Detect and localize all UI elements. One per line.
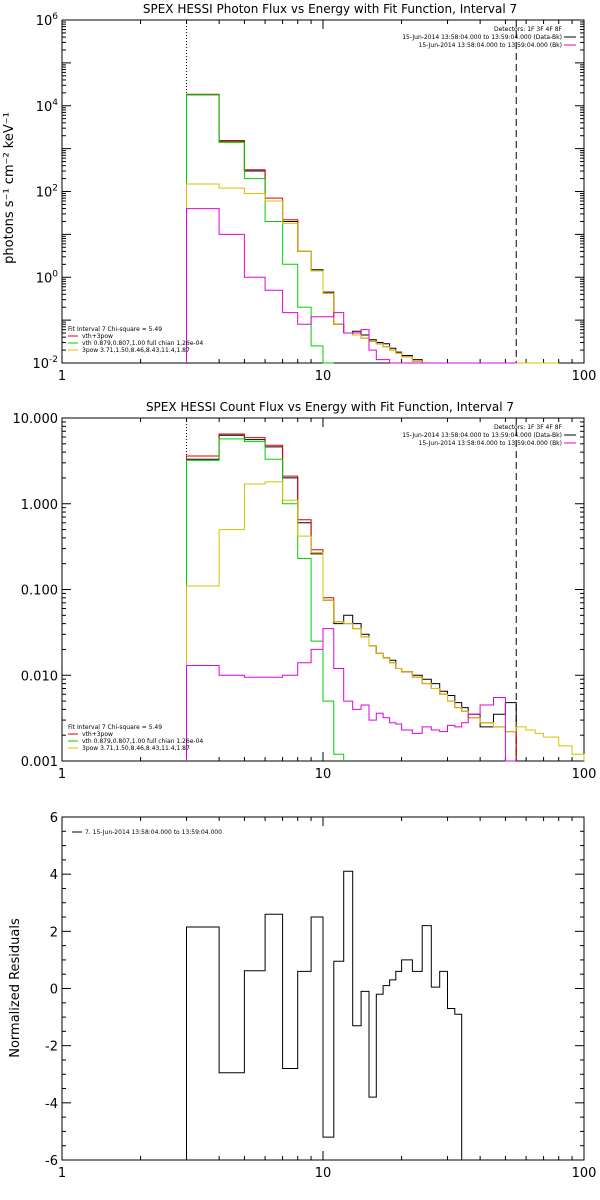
residuals-legend: 7. 15-Jun-2014 13:58:04.000 to 13:59:04.… bbox=[72, 829, 222, 836]
x-tick-label: 100 bbox=[572, 767, 597, 782]
y-tick-base: 10 bbox=[36, 186, 53, 201]
y-tick-label: 0 bbox=[50, 983, 58, 998]
y-tick-base: 1.000 bbox=[21, 498, 58, 513]
legend-entry: 15-Jun-2014 13:58:04.000 to 13:59:04.000… bbox=[419, 42, 562, 49]
y-tick-label: 0.010 bbox=[21, 669, 58, 684]
y-tick-base: 0.100 bbox=[21, 584, 58, 599]
y-tick-base: 2 bbox=[50, 925, 58, 940]
series-line-vth bbox=[186, 438, 345, 761]
residuals-x-ticks: 1 10 100 bbox=[58, 817, 597, 1181]
series-line-bk bbox=[186, 208, 517, 364]
photon-plot-frame bbox=[61, 19, 585, 364]
series-line-3pow bbox=[186, 481, 585, 761]
y-tick-label: 0.001 bbox=[21, 755, 58, 770]
y-tick-base: 0 bbox=[50, 983, 58, 998]
y-tick-label: -2 bbox=[45, 1040, 58, 1055]
y-tick-label: 1.000 bbox=[21, 498, 58, 513]
fit-info-header: Fit Interval 7 Chi-square = 5.49 bbox=[68, 326, 162, 333]
y-tick-exponent: 6 bbox=[52, 12, 58, 22]
x-tick-label: 1 bbox=[58, 369, 66, 384]
photon-y-axis-label: photons s⁻¹ cm⁻² keV⁻¹ bbox=[2, 112, 17, 264]
legend-entry: 15-Jun-2014 13:58:04.000 to 13:59:04.000… bbox=[419, 440, 562, 447]
y-tick-base: -4 bbox=[45, 1097, 58, 1112]
series-line-data-bk bbox=[186, 94, 517, 364]
y-tick-base: 10 bbox=[32, 357, 49, 372]
y-tick-label: 10-2 bbox=[32, 355, 58, 372]
x-tick-label: 1 bbox=[58, 1166, 66, 1181]
fit-entry: vth 0.879,0.807,1.00 full chian 1.26e-04 bbox=[82, 340, 203, 347]
x-tick-label: 10 bbox=[315, 369, 332, 384]
legend-detectors: Detectors: 1F 3F 4F 8F bbox=[494, 424, 563, 431]
legend-entry: 7. 15-Jun-2014 13:58:04.000 to 13:59:04.… bbox=[85, 829, 222, 836]
y-tick-exponent: 4 bbox=[52, 98, 58, 108]
photon-fit-info: Fit Interval 7 Chi-square = 5.49vth+3pow… bbox=[68, 326, 203, 354]
y-tick-label: 100 bbox=[36, 269, 59, 286]
x-tick-label: 10 bbox=[315, 767, 332, 782]
y-tick-exponent: 0 bbox=[52, 269, 58, 279]
photon-flux-title: SPEX HESSI Photon Flux vs Energy with Fi… bbox=[143, 2, 517, 16]
fit-entry: 3pow 3.71,1.50,8.46,8.43,11.4,1.87 bbox=[82, 745, 190, 752]
y-tick-base: -6 bbox=[45, 1154, 58, 1169]
count-flux-title: SPEX HESSI Count Flux vs Energy with Fit… bbox=[146, 400, 514, 414]
y-tick-label: 6 bbox=[50, 811, 58, 826]
residuals-series bbox=[186, 870, 463, 1160]
count-series bbox=[186, 418, 585, 762]
photon-flux-panel: SPEX HESSI Photon Flux vs Energy with Fi… bbox=[2, 2, 596, 384]
series-line-bk bbox=[186, 628, 517, 762]
y-tick-base: 6 bbox=[50, 811, 58, 826]
series-line-vth-3pow bbox=[186, 433, 517, 761]
y-tick-label: 4 bbox=[50, 868, 58, 883]
fit-info-header: Fit Interval 7 Chi-square = 5.49 bbox=[68, 724, 162, 731]
y-tick-base: 10 bbox=[36, 271, 53, 286]
count-x-ticks: 1 10 100 bbox=[58, 418, 597, 782]
residuals-panel: Normalized Residuals -6 -4 -2 0 2 4 6 1 10 100 7… bbox=[8, 811, 596, 1181]
series-line-vth bbox=[186, 94, 334, 364]
y-tick-base: 10 bbox=[36, 14, 53, 29]
count-y-ticks: 0.001 0.010 0.100 1.000 10.000 bbox=[13, 412, 584, 770]
photon-series bbox=[186, 20, 559, 364]
fit-entry: vth+3pow bbox=[82, 731, 113, 738]
series-line-residuals bbox=[186, 870, 463, 1160]
y-tick-label: 106 bbox=[36, 12, 59, 29]
count-fit-info: Fit Interval 7 Chi-square = 5.49vth+3pow… bbox=[68, 724, 203, 752]
y-tick-base: 0.010 bbox=[21, 669, 58, 684]
y-tick-label: 104 bbox=[36, 98, 59, 115]
fit-entry: vth+3pow bbox=[82, 333, 113, 340]
legend-entry: 15-Jun-2014 13:58:04.000 to 13:59:04.000… bbox=[402, 34, 562, 41]
y-tick-label: 0.100 bbox=[21, 584, 58, 599]
series-line-vth-3pow bbox=[186, 93, 517, 364]
series-line-data-bk bbox=[186, 434, 517, 761]
y-tick-label: -4 bbox=[45, 1097, 58, 1112]
x-tick-label: 1 bbox=[58, 767, 66, 782]
fit-entry: vth 0.879,0.807,1.00 full chian 1.26e-04 bbox=[82, 738, 203, 745]
residuals-y-ticks: -6 -4 -2 0 2 4 6 bbox=[45, 811, 584, 1169]
y-tick-exponent: -2 bbox=[49, 355, 58, 365]
y-tick-exponent: 2 bbox=[52, 184, 58, 194]
y-tick-base: -2 bbox=[45, 1040, 58, 1055]
count-flux-panel: SPEX HESSI Count Flux vs Energy with Fit… bbox=[13, 400, 597, 782]
x-tick-label: 100 bbox=[572, 1166, 597, 1181]
legend-entry: 15-Jun-2014 13:58:04.000 to 13:59:04.000… bbox=[402, 432, 562, 439]
residuals-y-axis-label: Normalized Residuals bbox=[8, 918, 23, 1058]
y-tick-label: 10.000 bbox=[13, 412, 59, 427]
y-tick-base: 10 bbox=[36, 100, 53, 115]
y-tick-label: 2 bbox=[50, 925, 58, 940]
y-tick-label: 102 bbox=[36, 184, 58, 201]
y-tick-label: -6 bbox=[45, 1154, 58, 1169]
fit-entry: 3pow 3.71,1.50,8.46,8.43,11.4,1.87 bbox=[82, 347, 190, 354]
legend-detectors: Detectors: 1F 3F 4F 8F bbox=[494, 26, 563, 33]
x-tick-label: 100 bbox=[572, 369, 597, 384]
series-line-3pow bbox=[186, 183, 559, 364]
y-tick-base: 4 bbox=[50, 868, 58, 883]
y-tick-base: 10.000 bbox=[13, 412, 59, 427]
y-tick-base: 0.001 bbox=[21, 755, 58, 770]
x-tick-label: 10 bbox=[315, 1166, 332, 1181]
